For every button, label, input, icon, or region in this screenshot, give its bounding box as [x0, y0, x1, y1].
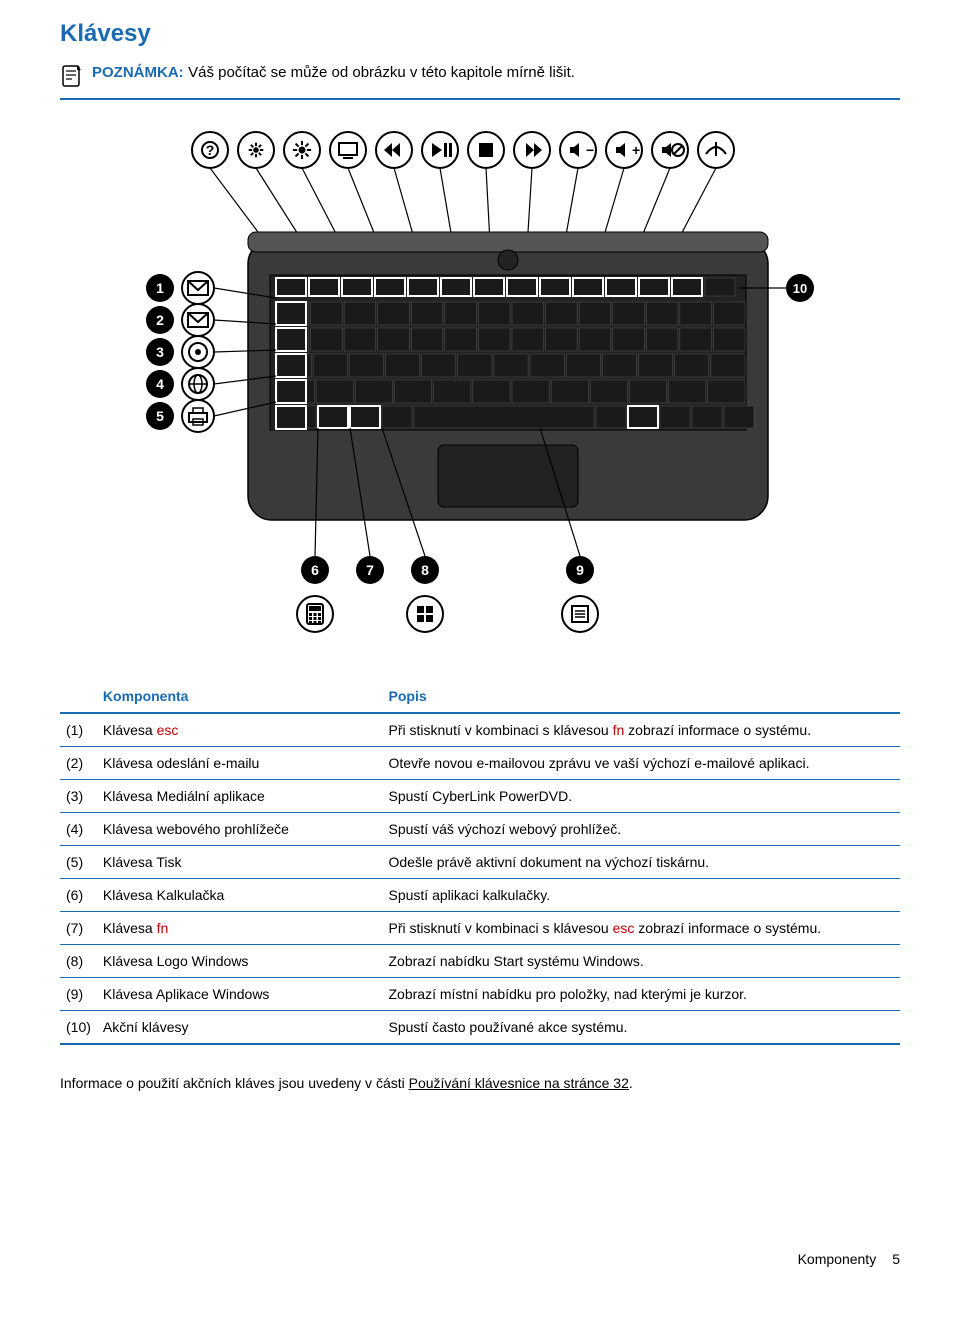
cell-name: Klávesa Mediální aplikace — [97, 780, 383, 813]
svg-text:7: 7 — [366, 562, 374, 578]
cell-num: (7) — [60, 912, 97, 945]
footer-note-pre: Informace o použití akčních kláves jsou … — [60, 1075, 409, 1091]
table-row: (9)Klávesa Aplikace WindowsZobrazí místn… — [60, 978, 900, 1011]
cell-desc: Otevře novou e-mailovou zprávu ve vaší v… — [383, 747, 901, 780]
cell-desc: Spustí váš výchozí webový prohlížeč. — [383, 813, 901, 846]
cell-desc: Spustí aplikaci kalkulačky. — [383, 879, 901, 912]
cell-num: (2) — [60, 747, 97, 780]
svg-text:3: 3 — [156, 344, 164, 360]
note-label: POZNÁMKA: — [92, 64, 184, 81]
note-icon — [60, 64, 84, 88]
note-text: Váš počítač se může od obrázku v této ka… — [188, 64, 575, 81]
page-title: Klávesy — [60, 20, 900, 48]
cell-name: Klávesa webového prohlížeče — [97, 813, 383, 846]
svg-text:1: 1 — [156, 280, 164, 296]
cell-num: (3) — [60, 780, 97, 813]
cell-desc: Spustí CyberLink PowerDVD. — [383, 780, 901, 813]
cell-num: (10) — [60, 1011, 97, 1045]
keyboard-diagram: ? − + 1 2 3 4 5 10 6 7 8 9 — [120, 120, 840, 660]
cell-num: (9) — [60, 978, 97, 1011]
cell-name: Klávesa Aplikace Windows — [97, 978, 383, 1011]
cell-num: (6) — [60, 879, 97, 912]
svg-text:−: − — [586, 142, 594, 158]
svg-text:?: ? — [206, 142, 215, 158]
components-table: Komponenta Popis (1)Klávesa escPři stisk… — [60, 680, 900, 1045]
table-row: (10)Akční klávesySpustí často používané … — [60, 1011, 900, 1045]
svg-text:5: 5 — [156, 408, 164, 424]
table-row: (7)Klávesa fnPři stisknutí v kombinaci s… — [60, 912, 900, 945]
svg-text:4: 4 — [156, 376, 164, 392]
table-row: (4)Klávesa webového prohlížečeSpustí váš… — [60, 813, 900, 846]
th-description: Popis — [383, 680, 901, 713]
cell-num: (8) — [60, 945, 97, 978]
svg-text:+: + — [632, 142, 640, 158]
footer-note-link[interactable]: Používání klávesnice na stránce 32 — [409, 1075, 629, 1091]
th-component: Komponenta — [97, 680, 383, 713]
cell-name: Akční klávesy — [97, 1011, 383, 1045]
svg-text:10: 10 — [793, 281, 807, 296]
cell-num: (1) — [60, 713, 97, 747]
table-row: (3)Klávesa Mediální aplikaceSpustí Cyber… — [60, 780, 900, 813]
cell-name: Klávesa Logo Windows — [97, 945, 383, 978]
cell-name: Klávesa esc — [97, 713, 383, 747]
th-empty — [60, 680, 97, 713]
cell-num: (5) — [60, 846, 97, 879]
cell-desc: Při stisknutí v kombinaci s klávesou esc… — [383, 912, 901, 945]
cell-desc: Odešle právě aktivní dokument na výchozí… — [383, 846, 901, 879]
cell-name: Klávesa odeslání e-mailu — [97, 747, 383, 780]
table-row: (5)Klávesa TiskOdešle právě aktivní doku… — [60, 846, 900, 879]
table-row: (1)Klávesa escPři stisknutí v kombinaci … — [60, 713, 900, 747]
cell-num: (4) — [60, 813, 97, 846]
svg-text:6: 6 — [311, 562, 319, 578]
svg-text:9: 9 — [576, 562, 584, 578]
svg-text:8: 8 — [421, 562, 429, 578]
cell-name: Klávesa fn — [97, 912, 383, 945]
footer-note: Informace o použití akčních kláves jsou … — [60, 1075, 900, 1091]
table-row: (8)Klávesa Logo WindowsZobrazí nabídku S… — [60, 945, 900, 978]
table-row: (6)Klávesa KalkulačkaSpustí aplikaci kal… — [60, 879, 900, 912]
footer-page: 5 — [892, 1251, 900, 1267]
footer-section: Komponenty — [798, 1251, 877, 1267]
footer-note-post: . — [629, 1075, 633, 1091]
cell-desc: Zobrazí nabídku Start systému Windows. — [383, 945, 901, 978]
cell-desc: Při stisknutí v kombinaci s klávesou fn … — [383, 713, 901, 747]
note-row: POZNÁMKA: Váš počítač se může od obrázku… — [60, 64, 900, 100]
cell-desc: Zobrazí místní nabídku pro položky, nad … — [383, 978, 901, 1011]
cell-name: Klávesa Tisk — [97, 846, 383, 879]
cell-name: Klávesa Kalkulačka — [97, 879, 383, 912]
cell-desc: Spustí často používané akce systému. — [383, 1011, 901, 1045]
svg-text:2: 2 — [156, 312, 164, 328]
table-row: (2)Klávesa odeslání e-mailuOtevře novou … — [60, 747, 900, 780]
page-footer: Komponenty 5 — [60, 1251, 900, 1267]
